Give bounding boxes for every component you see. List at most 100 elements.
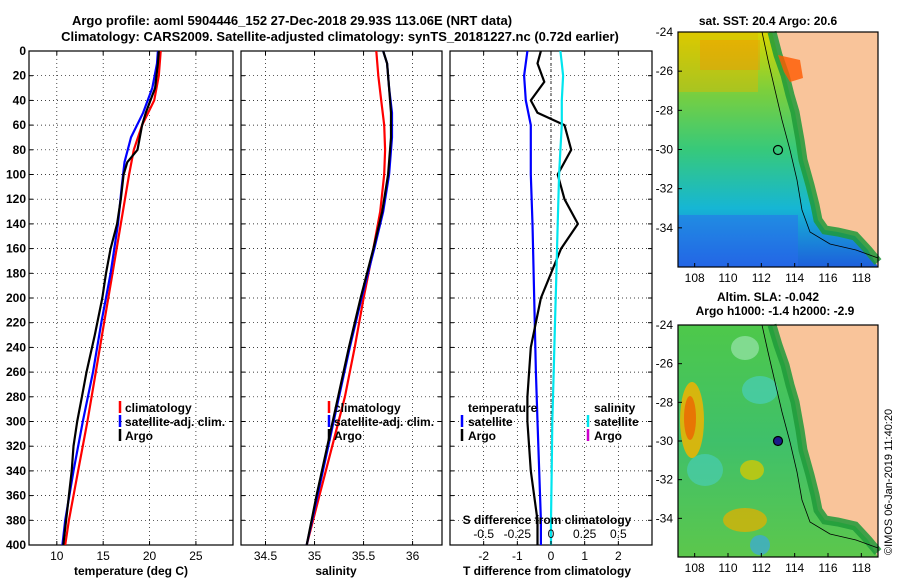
imos-credit: ©IMOS 06-Jan-2019 11:40:20 — [883, 409, 895, 555]
map-x-tick-label: 114 — [785, 271, 804, 285]
map-x-tick-label: 118 — [852, 271, 871, 285]
map-x-tick-label: 116 — [818, 271, 837, 285]
legend-label-s-argo: Argo — [594, 429, 622, 443]
sst-coast-shelf — [767, 30, 882, 265]
x-tick-label: 35.5 — [352, 549, 376, 563]
map-y-tick-label: -32 — [656, 182, 674, 196]
series-line-argo — [62, 51, 160, 545]
map-y-tick-label: -24 — [656, 318, 674, 332]
map-x-tick-label: 110 — [718, 561, 737, 575]
salinity-legend: climatology satellite-adj. clim. Argo — [327, 401, 434, 443]
legend-label-t-argo: Argo — [468, 429, 496, 443]
map-x-tick-label: 114 — [785, 561, 804, 575]
x-tick-label: 36 — [406, 549, 420, 563]
legend-label-s-satellite: satellite — [594, 415, 639, 429]
depth-tick-label: 300 — [6, 415, 26, 429]
sst-argo-marker — [772, 144, 784, 156]
legend-label-t-satellite: satellite — [468, 415, 513, 429]
series-line-climatology — [64, 51, 162, 545]
difference-legend: temperature satellite Argo salinity sate… — [460, 401, 639, 527]
depth-tick-label: 40 — [13, 93, 27, 107]
legend-label-climatology: climatology — [334, 401, 401, 415]
sst-warm-coastal-patch — [778, 55, 803, 82]
sla-map-title-line1: Altim. SLA: -0.042 — [717, 290, 819, 304]
series-line-t-satellite — [522, 51, 543, 545]
map-x-tick-label: 108 — [685, 561, 705, 575]
legend-label-argo: Argo — [125, 429, 153, 443]
x-tick-label: 2 — [615, 549, 622, 563]
map-y-tick-label: -26 — [656, 64, 674, 78]
s-tick-label: -0.5 — [473, 527, 494, 541]
depth-tick-label: 320 — [6, 439, 26, 453]
plot-title-line1: Argo profile: aoml 5904446_152 27-Dec-20… — [72, 13, 512, 28]
sst-bathymetry-contour — [761, 31, 879, 259]
sla-map-title-line2: Argo h1000: -1.4 h2000: -2.9 — [696, 304, 855, 318]
map-x-tick-label: 110 — [718, 271, 737, 285]
depth-tick-label: 0 — [19, 44, 26, 58]
plot-title-line2: Climatology: CARS2009. Satellite-adjuste… — [61, 29, 619, 44]
map-y-tick-label: -32 — [656, 473, 674, 487]
x-tick-label: 34.5 — [254, 549, 278, 563]
series-line-s-satellite — [549, 51, 565, 545]
s-tick-label: 0.5 — [610, 527, 627, 541]
sst-land — [772, 32, 878, 267]
map-y-tick-label: -24 — [656, 25, 674, 39]
temperature-xlabel: temperature (deg C) — [74, 564, 188, 578]
legend-label-satellite: satellite-adj. clim. — [334, 415, 434, 429]
map-x-tick-label: 116 — [818, 561, 837, 575]
map-x-tick-label: 108 — [685, 271, 705, 285]
x-tick-label: 35 — [308, 549, 322, 563]
sla-land — [772, 325, 878, 557]
difference-xlabel: T difference from climatology — [463, 564, 631, 578]
x-tick-label: 25 — [189, 549, 203, 563]
depth-tick-label: 240 — [6, 340, 26, 354]
map-x-tick-label: 112 — [752, 561, 771, 575]
salinity-xlabel: salinity — [315, 564, 357, 578]
sla-argo-marker — [772, 435, 784, 447]
depth-tick-label: 140 — [6, 217, 26, 231]
map-y-tick-label: -34 — [656, 221, 674, 235]
legend-label-argo: Argo — [334, 429, 362, 443]
depth-tick-label: 380 — [6, 513, 26, 527]
depth-tick-label: 160 — [6, 242, 26, 256]
sst-map — [677, 30, 882, 268]
s-tick-label: 0 — [548, 527, 555, 541]
map-y-tick-label: -28 — [656, 103, 674, 117]
sla-map — [677, 323, 882, 558]
depth-tick-label: 200 — [6, 291, 26, 305]
sla-bathymetry-contour — [761, 324, 879, 549]
depth-tick-label: 400 — [6, 538, 26, 552]
temperature-legend: climatology satellite-adj. clim. Argo — [118, 401, 225, 443]
x-tick-label: 20 — [143, 549, 157, 563]
x-tick-label: 15 — [97, 549, 111, 563]
legend-title-temperature: temperature — [468, 401, 538, 415]
depth-tick-label: 120 — [6, 192, 26, 206]
x-tick-label: 0 — [548, 549, 555, 563]
series-line-t-argo — [526, 51, 580, 545]
x-tick-label: -1 — [512, 549, 523, 563]
depth-tick-label: 100 — [6, 168, 26, 182]
depth-tick-label: 360 — [6, 489, 26, 503]
depth-tick-label: 20 — [13, 69, 27, 83]
depth-tick-label: 80 — [13, 143, 27, 157]
x-tick-label: -2 — [478, 549, 489, 563]
x-tick-label: 10 — [50, 549, 64, 563]
sst-map-title: sat. SST: 20.4 Argo: 20.6 — [699, 14, 838, 28]
map-y-tick-label: -26 — [656, 357, 674, 371]
map-y-tick-label: -34 — [656, 511, 674, 525]
map-x-tick-label: 118 — [852, 561, 871, 575]
s-tick-label: 0.25 — [573, 527, 597, 541]
legend-label-climatology: climatology — [125, 401, 192, 415]
legend-label-satellite: satellite-adj. clim. — [125, 415, 225, 429]
s-tick-label: -0.25 — [504, 527, 532, 541]
temperature-panel — [28, 50, 234, 546]
depth-tick-label: 340 — [6, 464, 26, 478]
depth-tick-label: 260 — [6, 365, 26, 379]
s-difference-axis-label: S difference from climatology — [463, 513, 632, 527]
depth-tick-label: 60 — [13, 118, 27, 132]
depth-tick-label: 220 — [6, 316, 26, 330]
map-y-tick-label: -30 — [656, 143, 674, 157]
map-x-tick-label: 112 — [752, 271, 771, 285]
legend-title-salinity: salinity — [594, 401, 636, 415]
depth-tick-label: 280 — [6, 390, 26, 404]
